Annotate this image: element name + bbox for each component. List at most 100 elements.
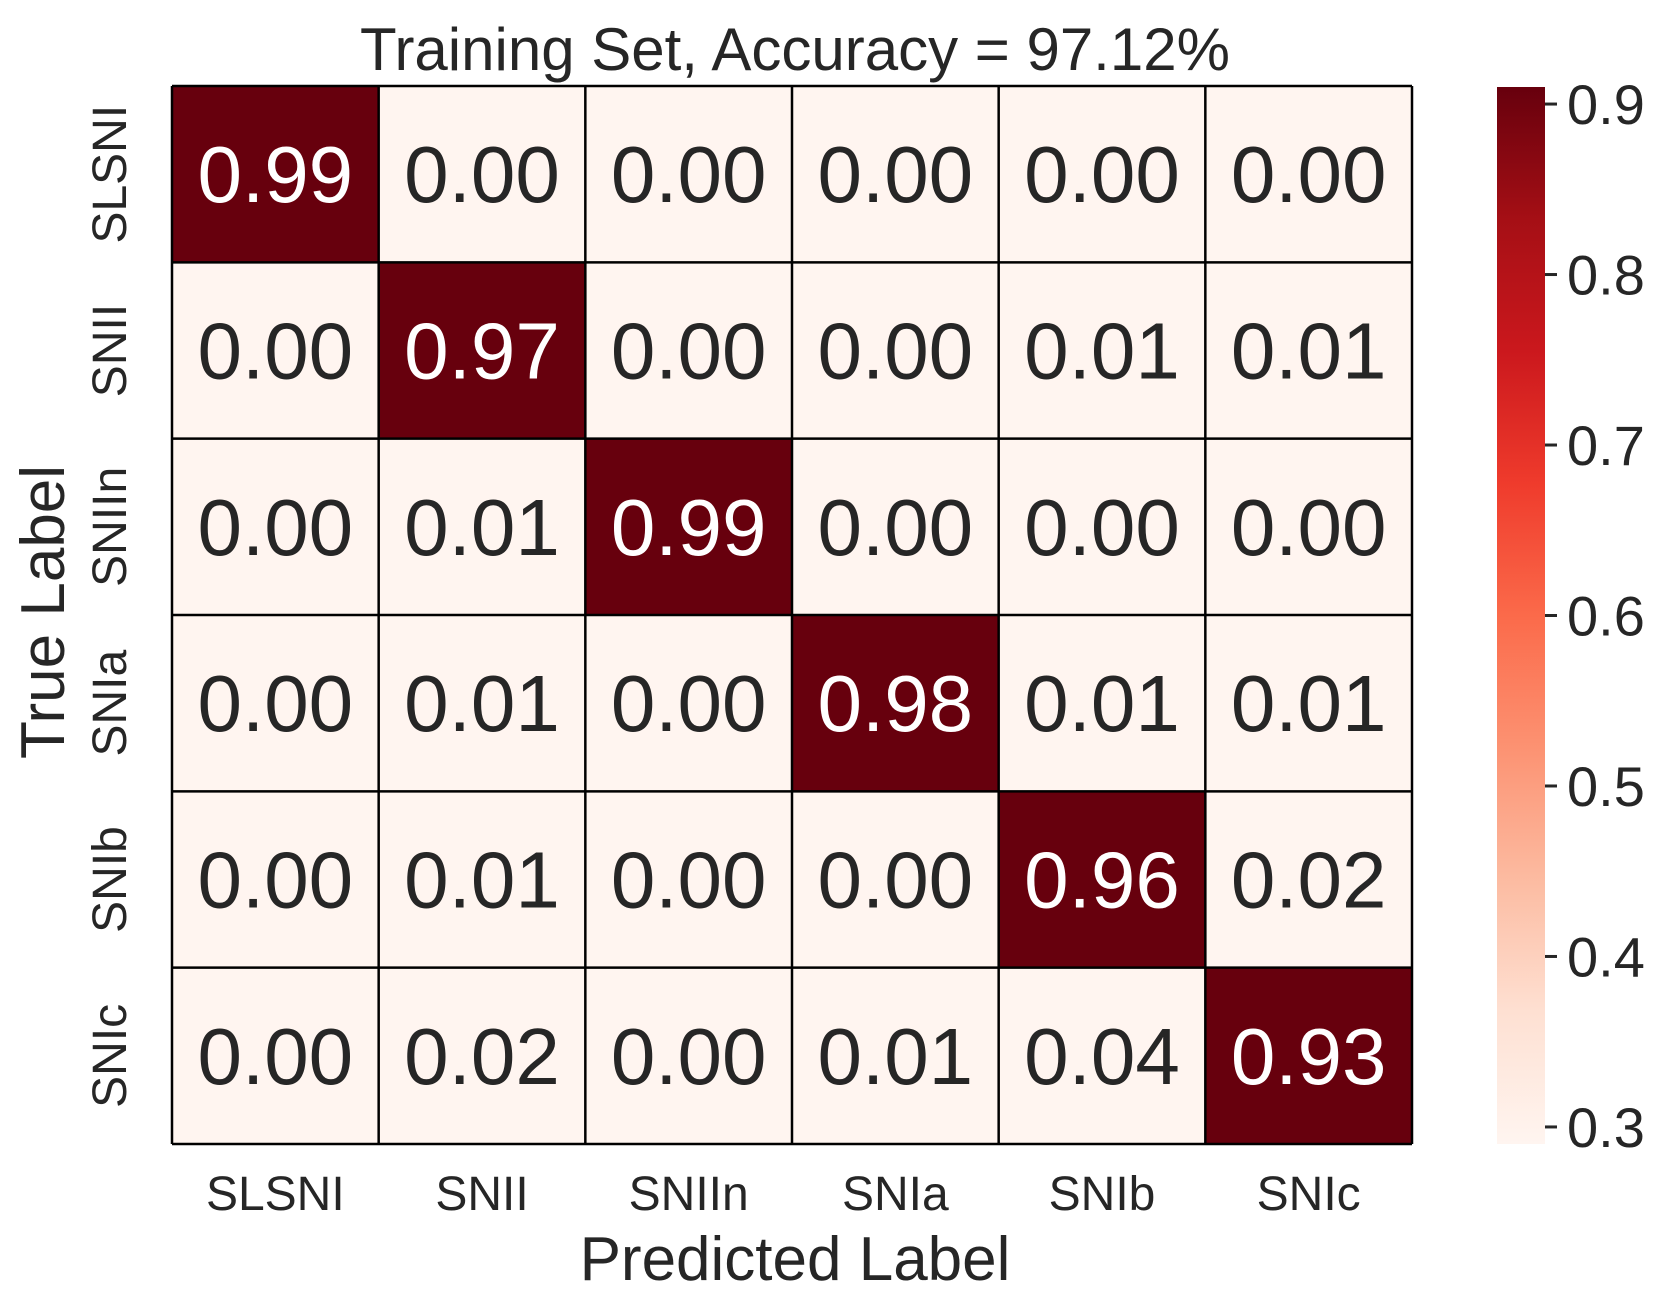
cell-value-label: 0.99: [611, 483, 767, 572]
cell-value-label: 0.00: [817, 130, 973, 219]
heatmap-cell: [1205, 615, 1412, 792]
heatmap-cell: [378, 967, 586, 1144]
heatmap-cell: [998, 438, 1206, 615]
cell-value-label: 0.00: [404, 130, 560, 219]
y-tick-labels: SLSNI SNII SNIIn SNIa SNIb SNIc: [84, 105, 137, 1108]
heatmap-cell: [998, 86, 1206, 263]
heatmap-cell: [378, 615, 586, 792]
heatmap-cell: [1205, 86, 1412, 263]
cell-value-label: 0.93: [1231, 1012, 1387, 1101]
colorbar-tick-label: 0.6: [1567, 585, 1645, 648]
cell-value-label: 0.02: [1231, 836, 1387, 925]
heatmap-cell: [792, 615, 999, 792]
heatmap-cell: [172, 262, 379, 439]
cell-value-label: 0.01: [404, 483, 560, 572]
cell-value-label: 0.00: [611, 1012, 767, 1101]
cell-value-label: 0.00: [1024, 130, 1180, 219]
x-axis-label: Predicted Label: [580, 1225, 1011, 1294]
cell-value-label: 0.97: [404, 307, 560, 396]
y-tick-label: SNIIn: [84, 467, 137, 587]
cell-value-label: 0.02: [404, 1012, 560, 1101]
x-tick-label: SLSNI: [206, 1168, 345, 1221]
heatmap-cell: [792, 967, 999, 1144]
heatmap-cell: [998, 967, 1206, 1144]
heatmap-cell: [378, 86, 586, 263]
cell-value-label: 0.01: [1231, 307, 1387, 396]
cell-value-label: 0.00: [611, 659, 767, 748]
cell-value-label: 0.00: [817, 836, 973, 925]
heatmap-cell: [585, 791, 792, 968]
cell-value-label: 0.01: [404, 836, 560, 925]
cell-value-label: 0.01: [817, 1012, 973, 1101]
heatmap-cell: [585, 615, 792, 792]
heatmap-cell: [172, 438, 379, 615]
heatmap-cell: [792, 791, 999, 968]
x-tick-label: SNIb: [1049, 1168, 1156, 1221]
cell-value-label: 0.00: [197, 836, 353, 925]
heatmap-cell: [172, 791, 379, 968]
colorbar-tick-label: 0.8: [1567, 244, 1645, 307]
colorbar-tick-label: 0.3: [1567, 1096, 1645, 1159]
x-tick-label: SNIc: [1257, 1168, 1361, 1221]
heatmap-cell: [792, 438, 999, 615]
heatmap-cell: [792, 262, 999, 439]
y-tick-label: SNIa: [84, 650, 137, 757]
cell-value-label: 0.00: [197, 483, 353, 572]
heatmap-cell: [585, 86, 792, 263]
cell-value-label: 0.01: [1231, 659, 1387, 748]
heatmap-cell: [585, 438, 792, 615]
heatmap-cell: [378, 791, 586, 968]
heatmap-cell: [1205, 967, 1412, 1144]
cell-value-label: 0.00: [197, 659, 353, 748]
colorbar: [1497, 87, 1545, 1144]
colorbar-tick-label: 0.9: [1567, 73, 1645, 136]
x-tick-label: SNII: [435, 1168, 528, 1221]
cell-value-label: 0.00: [197, 307, 353, 396]
heatmap-cells: [172, 86, 1412, 1144]
x-tick-label: SNIIn: [629, 1168, 749, 1221]
y-tick-label: SNIb: [84, 826, 137, 933]
y-axis-label: True Label: [9, 465, 78, 759]
x-tick-label: SNIa: [842, 1168, 949, 1221]
heatmap-cell: [1205, 791, 1412, 968]
heatmap-cell: [998, 262, 1206, 439]
cell-value-label: 0.00: [197, 1012, 353, 1101]
heatmap-cell: [1205, 438, 1412, 615]
heatmap-cell: [998, 615, 1206, 792]
chart-title: Training Set, Accuracy = 97.12%: [360, 16, 1230, 83]
heatmap-cell: [792, 86, 999, 263]
cell-value-label: 0.00: [611, 836, 767, 925]
cell-value-label: 0.00: [817, 483, 973, 572]
heatmap-cell: [378, 262, 586, 439]
heatmap-cell: [172, 967, 379, 1144]
cell-value-label: 0.00: [1231, 130, 1387, 219]
y-tick-label: SNII: [84, 304, 137, 397]
cell-value-label: 0.99: [197, 130, 353, 219]
cell-value-label: 0.00: [817, 307, 973, 396]
heatmap-cell-labels: 0.99 0.00 0.00 0.00 0.00 0.00 0.00 0.97 0.00 0.00…: [197, 130, 1386, 1101]
cell-value-label: 0.00: [1231, 483, 1387, 572]
x-tick-labels: SLSNI SNII SNIIn SNIa SNIb SNIc: [206, 1168, 1361, 1221]
colorbar-tick-label: 0.5: [1567, 755, 1645, 818]
heatmap-cell: [172, 86, 379, 263]
cell-value-label: 0.01: [404, 659, 560, 748]
y-tick-label: SLSNI: [84, 105, 137, 244]
heatmap-cell: [1205, 262, 1412, 439]
heatmap-cell: [172, 615, 379, 792]
cell-value-label: 0.01: [1024, 659, 1180, 748]
cell-value-label: 0.04: [1024, 1012, 1180, 1101]
cell-value-label: 0.00: [1024, 483, 1180, 572]
cell-value-label: 0.00: [611, 307, 767, 396]
cell-value-label: 0.98: [817, 659, 973, 748]
heatmap-grid: [170, 84, 1414, 1146]
cell-value-label: 0.01: [1024, 307, 1180, 396]
heatmap-cell: [998, 791, 1206, 968]
colorbar-tick-label: 0.4: [1567, 925, 1645, 988]
colorbar-tick-label: 0.7: [1567, 414, 1645, 477]
cell-value-label: 0.00: [611, 130, 767, 219]
heatmap-cell: [585, 967, 792, 1144]
heatmap-cell: [585, 262, 792, 439]
heatmap-cell: [378, 438, 586, 615]
colorbar-ticks: 0.3 0.4 0.5 0.6 0.7 0.8 0.9: [1545, 73, 1645, 1159]
